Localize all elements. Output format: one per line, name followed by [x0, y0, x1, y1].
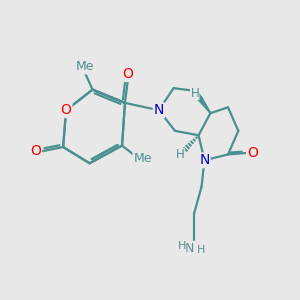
Text: O: O [247, 146, 258, 160]
Text: O: O [61, 103, 71, 117]
Text: Me: Me [76, 61, 94, 74]
Text: H: H [178, 241, 186, 251]
Text: O: O [30, 145, 41, 158]
Text: N: N [185, 242, 194, 254]
Text: O: O [122, 67, 134, 81]
Text: N: N [199, 153, 210, 167]
Text: H: H [196, 245, 205, 255]
Text: H: H [176, 148, 184, 161]
Text: H: H [190, 87, 199, 100]
Text: Me: Me [134, 152, 152, 165]
Polygon shape [198, 96, 210, 113]
Text: N: N [154, 103, 164, 117]
